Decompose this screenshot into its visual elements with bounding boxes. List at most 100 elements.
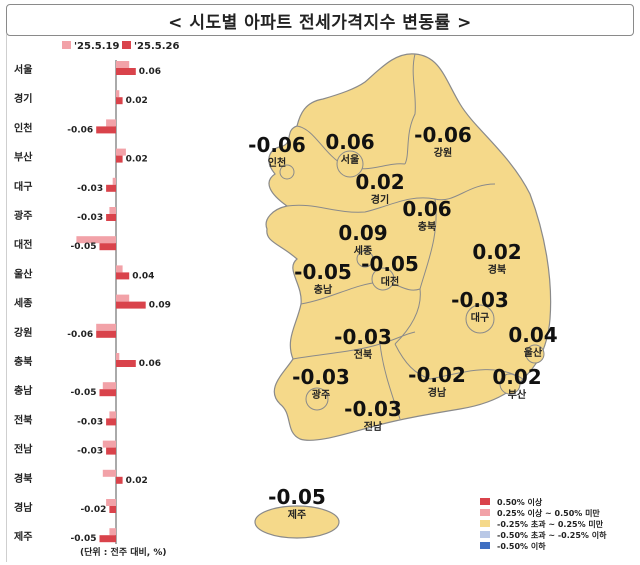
data-label: -0.03 bbox=[77, 447, 103, 457]
category-label: 전북 bbox=[14, 413, 32, 426]
legend-swatch-1 bbox=[122, 41, 131, 49]
bar-curr bbox=[109, 506, 116, 513]
bar-curr bbox=[116, 360, 136, 367]
incheon-area bbox=[279, 164, 295, 180]
bar-curr bbox=[106, 418, 116, 426]
region-name: 전북 bbox=[354, 348, 372, 361]
map-legend: 0.50% 이상0.25% 이상 ~ 0.50% 미만-0.25% 초과 ~ 0… bbox=[480, 497, 607, 551]
bar-prev bbox=[112, 177, 116, 185]
bar-curr bbox=[96, 330, 116, 338]
region-value: 0.09 bbox=[338, 221, 387, 245]
category-label: 대구 bbox=[14, 180, 32, 193]
data-label: 0.04 bbox=[132, 271, 154, 281]
bar-curr bbox=[116, 97, 123, 105]
map-legend-label: -0.50% 초과 ~ -0.25% 이하 bbox=[497, 530, 607, 540]
category-label: 경북 bbox=[14, 472, 32, 485]
region-name: 세종 bbox=[354, 244, 372, 257]
category-label: 강원 bbox=[14, 326, 32, 339]
chart-title-box: < 시도별 아파트 전세가격지수 변동률 > bbox=[6, 4, 634, 36]
data-label: -0.03 bbox=[77, 417, 103, 427]
chart-title: < 시도별 아파트 전세가격지수 변동률 > bbox=[168, 12, 472, 33]
data-label: 0.06 bbox=[139, 67, 161, 77]
category-label: 경기 bbox=[14, 92, 32, 105]
region-name: 충남 bbox=[314, 283, 333, 296]
bar-prev bbox=[116, 90, 120, 98]
bar-curr bbox=[106, 447, 116, 455]
category-label: 전남 bbox=[14, 443, 33, 456]
bar-curr bbox=[116, 476, 123, 484]
ulsan-area bbox=[525, 344, 545, 364]
bar-curr bbox=[116, 301, 146, 309]
region-value: -0.03 bbox=[451, 288, 509, 312]
region-value: 0.02 bbox=[472, 240, 521, 264]
region-value: -0.05 bbox=[361, 252, 419, 276]
bar-curr bbox=[116, 272, 130, 280]
gangwon-boundary bbox=[404, 53, 416, 165]
category-label: 인천 bbox=[14, 121, 32, 134]
region-value: 0.06 bbox=[402, 197, 451, 221]
bar-prev bbox=[109, 528, 116, 536]
region-name: 대전 bbox=[381, 275, 399, 288]
map-legend-swatch bbox=[480, 542, 490, 549]
bar-prev bbox=[109, 207, 116, 214]
data-label: -0.03 bbox=[77, 184, 103, 194]
data-label: -0.05 bbox=[71, 388, 97, 398]
region-name: 대구 bbox=[471, 311, 489, 324]
bar-curr bbox=[106, 184, 116, 192]
bar-curr bbox=[116, 155, 123, 163]
data-label: 0.02 bbox=[126, 155, 148, 165]
region-name: 경북 bbox=[488, 263, 506, 276]
region-name: 인천 bbox=[268, 156, 286, 169]
map-legend-label: 0.50% 이상 bbox=[497, 497, 543, 507]
bar-prev bbox=[96, 323, 116, 331]
map-legend-swatch bbox=[480, 509, 490, 516]
bar-prev bbox=[116, 353, 120, 360]
region-value: -0.06 bbox=[414, 123, 472, 147]
data-label: -0.02 bbox=[80, 505, 106, 515]
region-value: 0.02 bbox=[492, 365, 541, 389]
region-name: 충북 bbox=[418, 220, 436, 233]
region-value: -0.05 bbox=[294, 260, 352, 284]
region-value: 0.04 bbox=[508, 323, 557, 347]
bar-prev bbox=[102, 440, 116, 448]
category-label: 울산 bbox=[14, 267, 33, 280]
bar-curr bbox=[116, 68, 136, 75]
region-name: 강원 bbox=[434, 146, 452, 159]
map-legend-swatch bbox=[480, 520, 490, 527]
data-label: -0.05 bbox=[71, 534, 97, 544]
data-label: -0.06 bbox=[67, 330, 93, 340]
category-label: 부산 bbox=[14, 151, 33, 164]
data-label: 0.06 bbox=[139, 359, 161, 369]
map-legend-label: 0.25% 이상 ~ 0.50% 미만 bbox=[497, 508, 600, 518]
category-label: 제주 bbox=[14, 530, 32, 543]
region-name: 경남 bbox=[428, 386, 447, 399]
jeju-island bbox=[254, 505, 340, 539]
bar-prev bbox=[106, 499, 116, 506]
daejeon-area bbox=[371, 267, 395, 291]
bar-curr bbox=[99, 535, 116, 543]
region-value: -0.06 bbox=[248, 133, 306, 157]
seoul-area bbox=[336, 150, 364, 178]
bar-prev bbox=[76, 236, 116, 244]
bar-prev bbox=[116, 148, 126, 156]
region-name: 부산 bbox=[508, 388, 527, 401]
bar-chart: '25.5.19 '25.5.26 서울 0.06 경기 0.02 인천 -0.06 부산 0.0… bbox=[14, 41, 179, 558]
gyeongnam-boundary bbox=[394, 343, 524, 380]
bar-curr bbox=[99, 243, 116, 251]
bar-prev bbox=[116, 294, 130, 302]
jeonnam-boundary bbox=[379, 343, 401, 420]
bar-prev bbox=[116, 61, 130, 68]
gwangju-area bbox=[305, 387, 329, 411]
mainland-shape bbox=[254, 53, 552, 539]
region-value: -0.03 bbox=[344, 397, 402, 421]
map-legend-label: -0.25% 초과 ~ 0.25% 미만 bbox=[497, 519, 604, 529]
region-value: -0.05 bbox=[268, 485, 326, 509]
region-name: 전남 bbox=[364, 420, 383, 433]
legend-label-0: '25.5.19 bbox=[74, 41, 119, 52]
region-name: 경기 bbox=[371, 193, 389, 206]
bar-curr bbox=[106, 214, 116, 221]
legend-swatch-0 bbox=[62, 41, 71, 49]
daegu-area bbox=[465, 304, 495, 334]
region-name: 울산 bbox=[524, 346, 543, 359]
